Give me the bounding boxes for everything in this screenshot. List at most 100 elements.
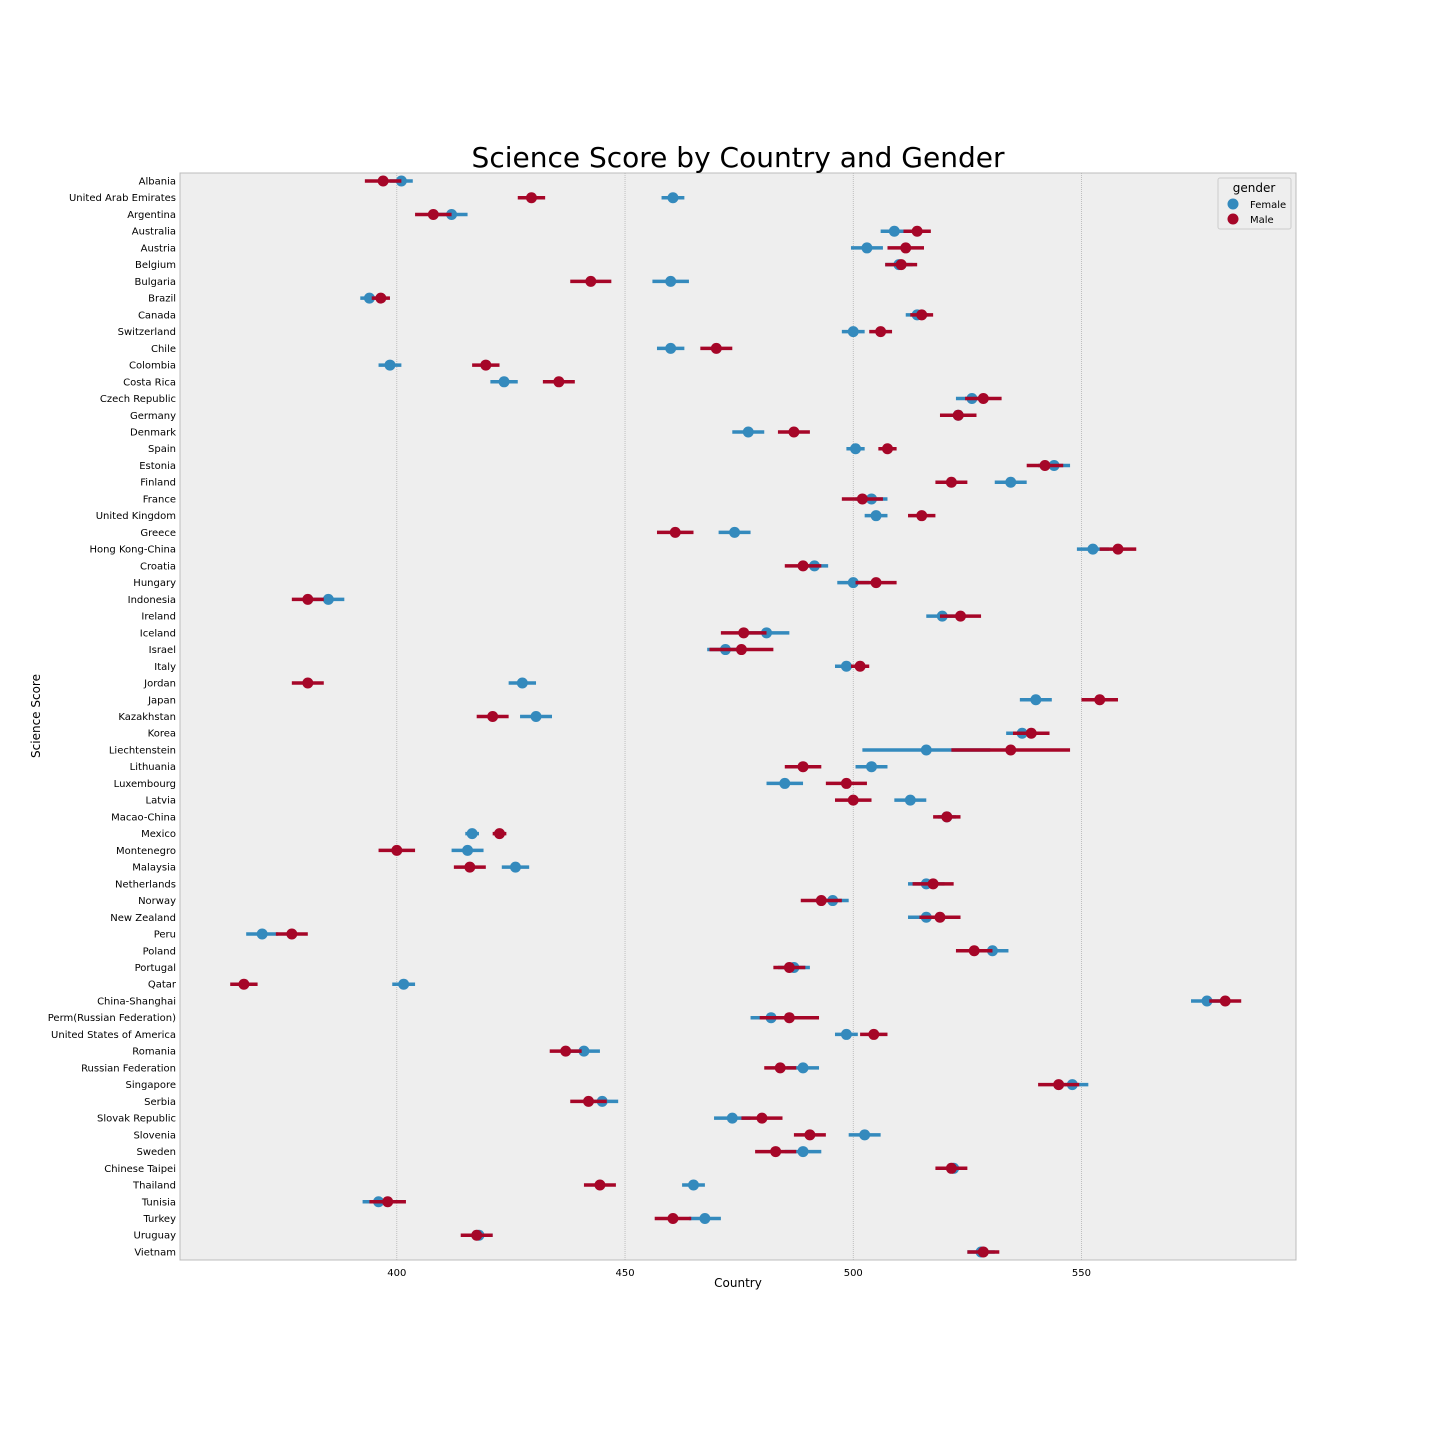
data-point xyxy=(667,192,679,204)
y-tick-label: United Arab Emirates xyxy=(69,193,176,204)
data-point xyxy=(866,761,878,773)
data-point xyxy=(498,376,510,388)
y-tick-label: China-Shanghai xyxy=(97,996,176,1007)
x-tick-label: 400 xyxy=(387,1268,406,1279)
y-tick-label: Vietnam xyxy=(134,1247,176,1258)
y-tick-label: Latvia xyxy=(146,796,176,807)
y-tick-label: Lithuania xyxy=(130,762,176,773)
y-tick-label: Australia xyxy=(132,227,176,238)
data-point xyxy=(1219,995,1231,1007)
data-point xyxy=(665,275,677,287)
y-tick-label: United States of America xyxy=(51,1030,176,1041)
y-tick-label: Switzerland xyxy=(118,327,176,338)
data-point xyxy=(286,928,298,940)
y-tick-label: Croatia xyxy=(140,561,176,572)
y-tick-label: Thailand xyxy=(132,1181,176,1192)
data-point xyxy=(895,259,907,271)
legend: gender Female Male xyxy=(1217,177,1292,230)
y-tick-label: Slovenia xyxy=(133,1130,176,1141)
data-point xyxy=(904,794,916,806)
data-point xyxy=(977,393,989,405)
y-tick-label: Uruguay xyxy=(134,1231,177,1242)
data-point xyxy=(377,175,389,187)
y-tick-label: Brazil xyxy=(148,294,176,305)
data-point xyxy=(729,526,741,538)
data-point xyxy=(920,744,932,756)
data-point xyxy=(840,777,852,789)
data-point xyxy=(594,1179,606,1191)
y-tick-label: Liechtenstein xyxy=(109,745,176,756)
data-point xyxy=(850,443,862,455)
data-point xyxy=(797,1062,809,1074)
data-point xyxy=(322,593,334,605)
y-tick-label: Indonesia xyxy=(128,595,176,606)
data-point xyxy=(471,1229,483,1241)
chart-title: Science Score by Country and Gender xyxy=(472,141,1005,174)
data-point xyxy=(667,1213,679,1225)
data-point xyxy=(916,309,928,321)
y-tick-label: Finland xyxy=(140,478,176,489)
data-point xyxy=(382,1196,394,1208)
data-point xyxy=(815,895,827,907)
legend-title: gender xyxy=(1233,181,1276,195)
y-tick-label: Germany xyxy=(130,411,176,422)
y-tick-label: Greece xyxy=(140,528,176,539)
x-tick-label: 550 xyxy=(1072,1268,1091,1279)
y-tick-label: Costa Rica xyxy=(123,377,176,388)
data-point xyxy=(665,342,677,354)
data-point xyxy=(875,326,887,338)
data-point xyxy=(1053,1079,1065,1091)
y-tick-label: Norway xyxy=(138,896,176,907)
y-tick-label: Hong Kong-China xyxy=(89,545,176,556)
data-point xyxy=(945,476,957,488)
data-point xyxy=(840,1028,852,1040)
data-point xyxy=(788,426,800,438)
y-tick-label: Russian Federation xyxy=(81,1063,176,1074)
data-point xyxy=(585,275,597,287)
y-tick-label: Israel xyxy=(149,645,176,656)
y-tick-label: Korea xyxy=(148,729,176,740)
y-tick-label: Romania xyxy=(132,1047,176,1058)
y-tick-label: Argentina xyxy=(127,210,176,221)
data-point xyxy=(525,192,537,204)
y-tick-label: Spain xyxy=(148,444,176,455)
y-tick-labels: Albania United Arab Emirates Argentina Aust… xyxy=(48,177,177,1259)
data-point xyxy=(1087,543,1099,555)
y-tick-label: United Kingdom xyxy=(96,511,176,522)
y-tick-label: Poland xyxy=(143,946,176,957)
y-tick-label: New Zealand xyxy=(110,913,176,924)
data-point xyxy=(464,861,476,873)
data-point xyxy=(427,208,439,220)
y-tick-label: Austria xyxy=(141,243,176,254)
y-tick-label: Czech Republic xyxy=(100,394,176,405)
y-tick-label: Chile xyxy=(151,344,176,355)
data-point xyxy=(854,660,866,672)
plot-background xyxy=(179,172,1297,1261)
data-point xyxy=(770,1146,782,1158)
y-tick-label: Estonia xyxy=(139,461,176,472)
data-point xyxy=(927,878,939,890)
data-point xyxy=(509,861,521,873)
y-tick-label: Colombia xyxy=(129,361,176,372)
data-point xyxy=(779,777,791,789)
y-tick-label: Bulgaria xyxy=(135,277,176,288)
data-point xyxy=(955,610,967,622)
data-point xyxy=(783,961,795,973)
data-point xyxy=(583,1095,595,1107)
data-point xyxy=(952,409,964,421)
data-point xyxy=(710,342,722,354)
data-point xyxy=(861,242,873,254)
y-tick-label: Denmark xyxy=(130,428,176,439)
data-point xyxy=(1201,995,1213,1007)
data-point xyxy=(687,1179,699,1191)
y-tick-label: Qatar xyxy=(148,980,177,991)
data-point xyxy=(911,225,923,237)
data-point xyxy=(1039,459,1051,471)
data-point xyxy=(462,844,474,856)
data-point xyxy=(840,660,852,672)
y-tick-label: Japan xyxy=(147,695,176,706)
y-axis-label: Science Score xyxy=(29,674,43,758)
data-point xyxy=(738,627,750,639)
y-tick-label: Albania xyxy=(139,177,176,188)
